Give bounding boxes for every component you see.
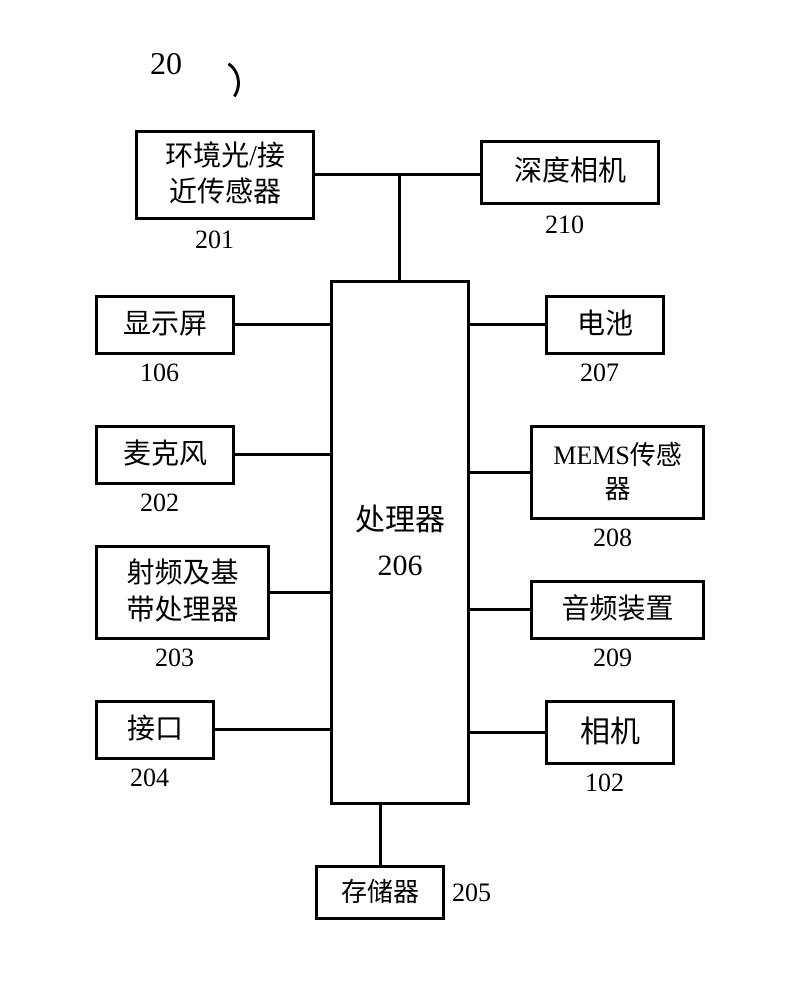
mems-label: MEMS传感器 (553, 439, 682, 507)
audio-connector (470, 608, 530, 611)
top-bus-vertical (398, 173, 401, 283)
depth-box: 深度相机 (480, 140, 660, 205)
ambient-sensor-ref: 201 (195, 225, 234, 255)
mems-box: MEMS传感器 (530, 425, 705, 520)
iface-box: 接口 (95, 700, 215, 760)
iface-label: 接口 (127, 712, 183, 748)
battery-label: 电池 (577, 307, 633, 343)
figure-arc (186, 54, 244, 112)
rf-box: 射频及基带处理器 (95, 545, 270, 640)
processor-ref: 206 (378, 546, 423, 585)
battery-ref: 207 (580, 358, 619, 388)
figure-number: 20 (150, 45, 182, 82)
mic-connector (235, 453, 330, 456)
display-box: 显示屏 (95, 295, 235, 355)
storage-label: 存储器 (341, 876, 419, 910)
mems-ref: 208 (593, 523, 632, 553)
mic-ref: 202 (140, 488, 179, 518)
mic-box: 麦克风 (95, 425, 235, 485)
storage-connector (379, 805, 382, 865)
depth-ref: 210 (545, 210, 584, 240)
processor-box: 处理器 206 (330, 280, 470, 805)
processor-label: 处理器 (355, 501, 445, 540)
depth-label: 深度相机 (514, 154, 626, 190)
rf-label: 射频及基带处理器 (126, 556, 238, 629)
mic-label: 麦克风 (123, 437, 207, 473)
battery-connector (470, 323, 545, 326)
iface-ref: 204 (130, 763, 169, 793)
display-label: 显示屏 (123, 307, 207, 343)
mems-connector (470, 471, 530, 474)
camera-ref: 102 (585, 768, 624, 798)
camera-label: 相机 (580, 713, 640, 752)
rf-ref: 203 (155, 643, 194, 673)
battery-box: 电池 (545, 295, 665, 355)
audio-label: 音频装置 (561, 592, 673, 628)
display-ref: 106 (140, 358, 179, 388)
ambient-sensor-box: 环境光/接近传感器 (135, 130, 315, 220)
storage-box: 存储器 (315, 865, 445, 920)
storage-ref: 205 (452, 878, 491, 908)
display-connector (235, 323, 330, 326)
camera-connector (470, 731, 545, 734)
audio-ref: 209 (593, 643, 632, 673)
iface-connector (215, 728, 330, 731)
ambient-sensor-label: 环境光/接近传感器 (165, 139, 285, 212)
audio-box: 音频装置 (530, 580, 705, 640)
camera-box: 相机 (545, 700, 675, 765)
rf-connector (270, 591, 330, 594)
